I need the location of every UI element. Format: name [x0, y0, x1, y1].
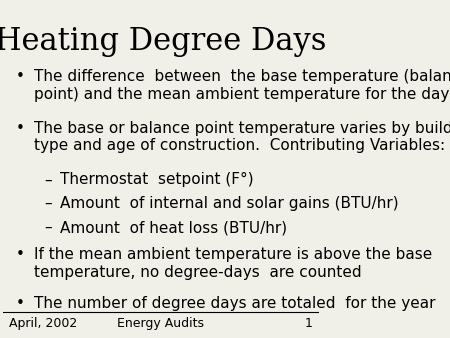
- Text: Thermostat  setpoint (F°): Thermostat setpoint (F°): [60, 172, 253, 187]
- Text: Energy Audits: Energy Audits: [117, 317, 204, 330]
- Text: •: •: [15, 121, 24, 136]
- Text: –: –: [44, 196, 51, 211]
- Text: Heating Degree Days: Heating Degree Days: [0, 26, 327, 57]
- Text: Amount  of heat loss (BTU/hr): Amount of heat loss (BTU/hr): [60, 220, 287, 235]
- Text: If the mean ambient temperature is above the base
temperature, no degree-days  a: If the mean ambient temperature is above…: [34, 247, 432, 280]
- Text: •: •: [15, 296, 24, 311]
- Text: 1: 1: [305, 317, 313, 330]
- Text: •: •: [15, 69, 24, 84]
- Text: The difference  between  the base temperature (balance
point) and the mean ambie: The difference between the base temperat…: [34, 69, 450, 102]
- Text: April, 2002: April, 2002: [9, 317, 77, 330]
- Text: •: •: [15, 247, 24, 262]
- Text: –: –: [44, 172, 51, 187]
- Text: The number of degree days are totaled  for the year: The number of degree days are totaled fo…: [34, 296, 436, 311]
- Text: The base or balance point temperature varies by building
type and age of constru: The base or balance point temperature va…: [34, 121, 450, 153]
- Text: –: –: [44, 220, 51, 235]
- Text: Amount  of internal and solar gains (BTU/hr): Amount of internal and solar gains (BTU/…: [60, 196, 398, 211]
